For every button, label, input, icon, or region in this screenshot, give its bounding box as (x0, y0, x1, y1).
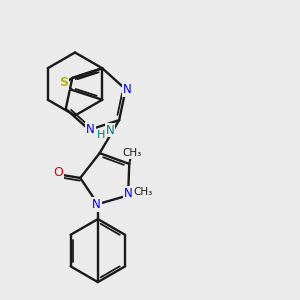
Text: S: S (59, 76, 68, 89)
Text: N: N (124, 188, 133, 200)
Text: N: N (92, 198, 101, 211)
Text: O: O (53, 166, 63, 179)
Text: N: N (106, 124, 114, 136)
Text: CH₃: CH₃ (122, 148, 141, 158)
Text: N: N (86, 123, 95, 136)
Text: H: H (97, 130, 105, 140)
Text: N: N (123, 83, 132, 96)
Text: CH₃: CH₃ (134, 187, 153, 197)
